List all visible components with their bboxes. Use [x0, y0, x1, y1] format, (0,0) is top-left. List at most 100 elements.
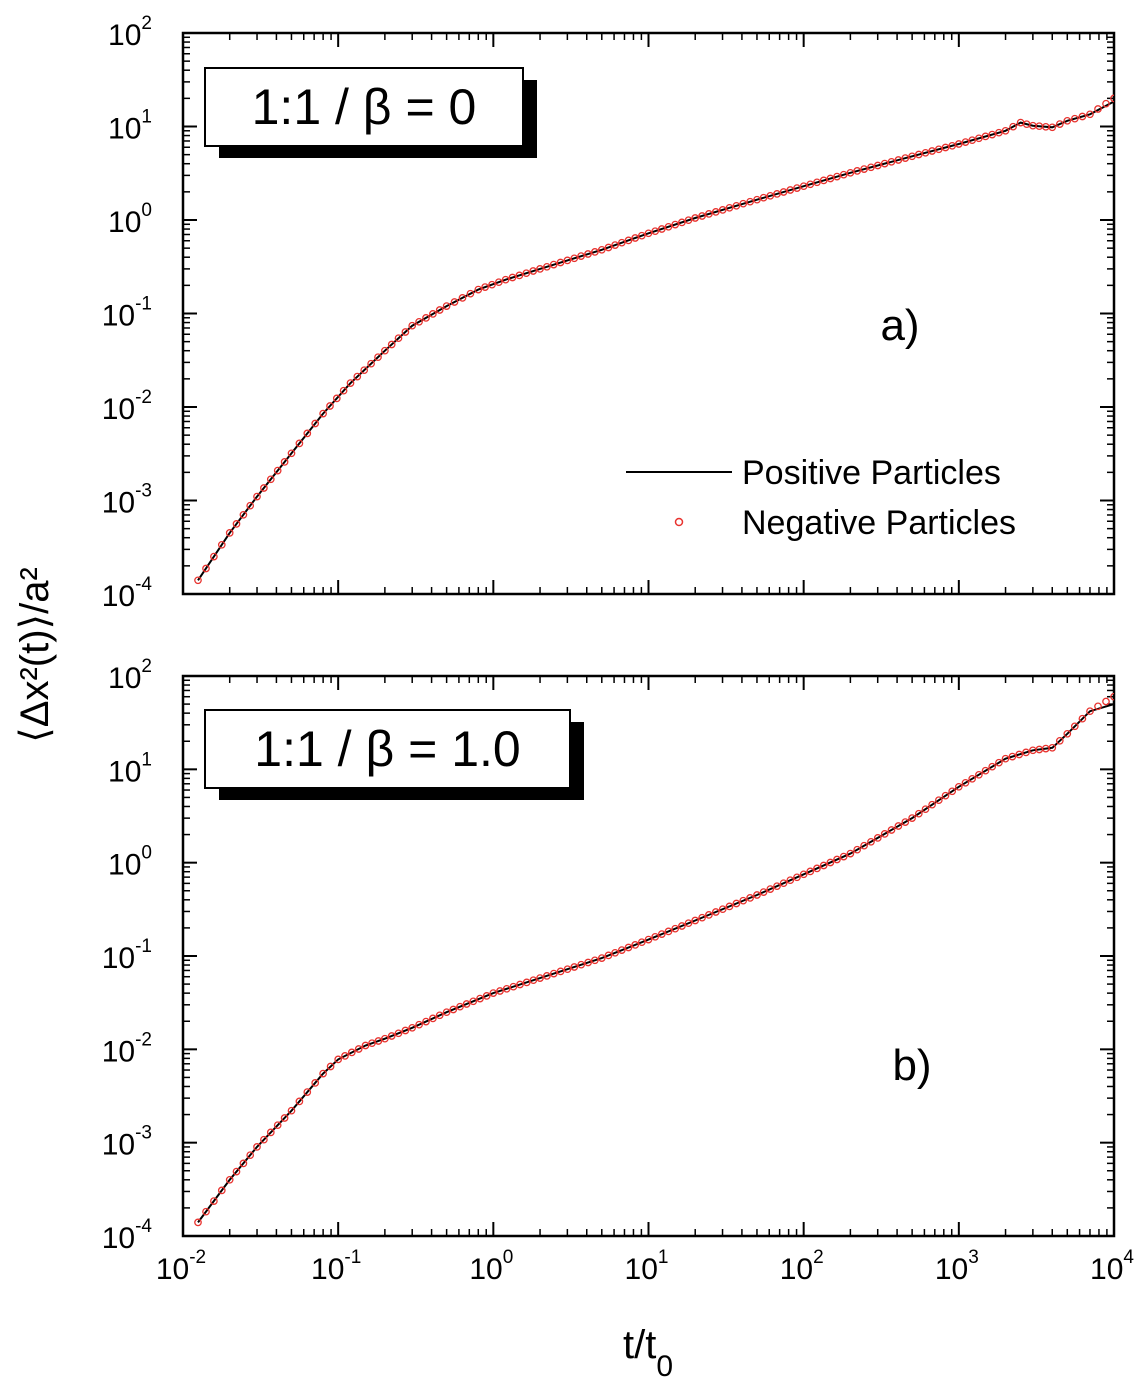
series-marker-negative [968, 136, 977, 145]
series-marker-negative [584, 958, 592, 967]
series-marker-negative [746, 197, 754, 206]
data-layer [194, 94, 1114, 585]
series-marker-negative [489, 989, 498, 997]
series-marker-negative [753, 195, 761, 204]
ticks [183, 676, 1114, 1236]
series-marker-negative [725, 902, 734, 911]
x-tick-label: 103 [935, 1247, 979, 1286]
series-marker-negative [522, 978, 531, 987]
series-marker-negative [908, 152, 916, 161]
series-marker-negative [422, 314, 430, 322]
ticks [183, 33, 1114, 594]
y-tick-label: 10-4 [102, 1216, 153, 1255]
series-marker-negative [435, 306, 444, 314]
series-marker-negative [739, 199, 748, 208]
inset-label: 1:1 / β = 1.0 [254, 721, 520, 777]
x-tick-exponent: 1 [658, 1247, 669, 1268]
series-marker-negative [1078, 714, 1087, 723]
x-tick-base: 10 [156, 1253, 189, 1286]
series-marker-negative [401, 328, 410, 336]
series-marker-negative [664, 222, 673, 231]
series-marker-negative [494, 278, 503, 287]
series-marker-negative [786, 186, 795, 194]
series-marker-negative [577, 960, 586, 969]
series-marker-negative [793, 873, 801, 882]
series-marker-negative [232, 520, 241, 528]
series-marker-negative [374, 353, 382, 362]
series-marker-negative [422, 1017, 430, 1026]
series-marker-negative [1022, 748, 1030, 757]
x-tick-label: 100 [469, 1247, 513, 1286]
series-marker-negative [273, 466, 282, 475]
series-marker-negative [556, 258, 565, 267]
series-marker-negative [908, 814, 916, 822]
y-tick-base: 10 [108, 113, 141, 146]
series-marker-negative [217, 540, 226, 549]
y-tick-label: 10-4 [102, 574, 153, 613]
legend-label-positive: Positive Particles [742, 454, 1001, 492]
data-layer [194, 692, 1114, 1227]
series-marker-negative [961, 138, 970, 146]
series-marker-negative [739, 896, 748, 905]
x-tick-label: 104 [1090, 1247, 1134, 1286]
series-marker-negative [334, 1055, 343, 1064]
y-tick-exponent: -2 [135, 1029, 152, 1050]
y-tick-exponent: -2 [135, 387, 152, 408]
y-tick-label: 10-2 [102, 1029, 152, 1068]
y-tick-base: 10 [102, 580, 135, 613]
x-tick-base: 10 [625, 1253, 658, 1286]
y-tick-label: 102 [108, 656, 152, 695]
series-marker-negative [529, 976, 538, 985]
series-marker-negative [591, 248, 599, 256]
series-marker-negative [853, 845, 862, 854]
series-marker-negative [474, 285, 483, 294]
series-marker-negative [1001, 754, 1010, 763]
series-marker-negative [988, 130, 997, 139]
series-marker-negative [543, 972, 551, 980]
series-marker-negative [1110, 94, 1114, 103]
series-marker-negative [273, 1121, 282, 1130]
series-marker-negative [469, 997, 478, 1006]
series-marker-negative [617, 946, 626, 954]
series-marker-negative [536, 974, 544, 982]
series-marker-negative [347, 1048, 356, 1057]
series-marker-negative [339, 386, 348, 395]
series-marker-negative [678, 922, 686, 930]
y-tick-base: 10 [102, 1035, 135, 1068]
series-marker-negative [691, 916, 700, 925]
y-tick-base: 10 [102, 1129, 135, 1162]
series-marker-negative [894, 822, 903, 830]
series-marker-negative [773, 190, 781, 198]
series-marker-negative [718, 905, 727, 914]
x-tick-base: 10 [935, 1253, 968, 1286]
series-marker-negative [839, 852, 848, 861]
series-marker-negative [806, 867, 815, 876]
y-tick-label: 100 [108, 200, 152, 239]
series-marker-negative [637, 231, 646, 240]
series-marker-negative [260, 484, 268, 492]
series-marker-negative [995, 758, 1003, 767]
series-marker-negative [664, 927, 673, 936]
series-marker-negative [326, 402, 334, 410]
series-marker-negative [311, 1079, 320, 1087]
series-marker-negative [387, 340, 396, 349]
series-marker-negative [651, 227, 660, 236]
series-marker-negative [914, 809, 923, 818]
series-marker-negative [995, 128, 1003, 137]
series-marker-negative [698, 913, 706, 922]
series-marker-negative [644, 935, 653, 944]
series-marker-negative [941, 143, 950, 152]
series-marker-negative [529, 267, 538, 275]
series-marker-negative [225, 529, 234, 537]
series-marker-negative [381, 1034, 389, 1043]
y-tick-exponent: -4 [135, 1216, 152, 1237]
series-marker-negative [901, 818, 910, 826]
series-marker-negative [901, 154, 910, 162]
series-marker-negative [846, 168, 855, 177]
series-marker-negative [210, 552, 218, 561]
panel-label: b) [892, 1041, 931, 1090]
series-marker-negative [570, 963, 579, 971]
y-tick-label: 100 [108, 843, 152, 882]
y-tick-base: 10 [108, 206, 141, 239]
series-marker-negative [194, 576, 202, 585]
